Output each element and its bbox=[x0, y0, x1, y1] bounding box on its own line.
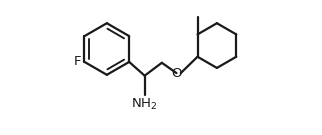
Text: O: O bbox=[171, 67, 182, 80]
Text: F: F bbox=[73, 55, 81, 68]
Text: NH$_2$: NH$_2$ bbox=[131, 97, 158, 112]
